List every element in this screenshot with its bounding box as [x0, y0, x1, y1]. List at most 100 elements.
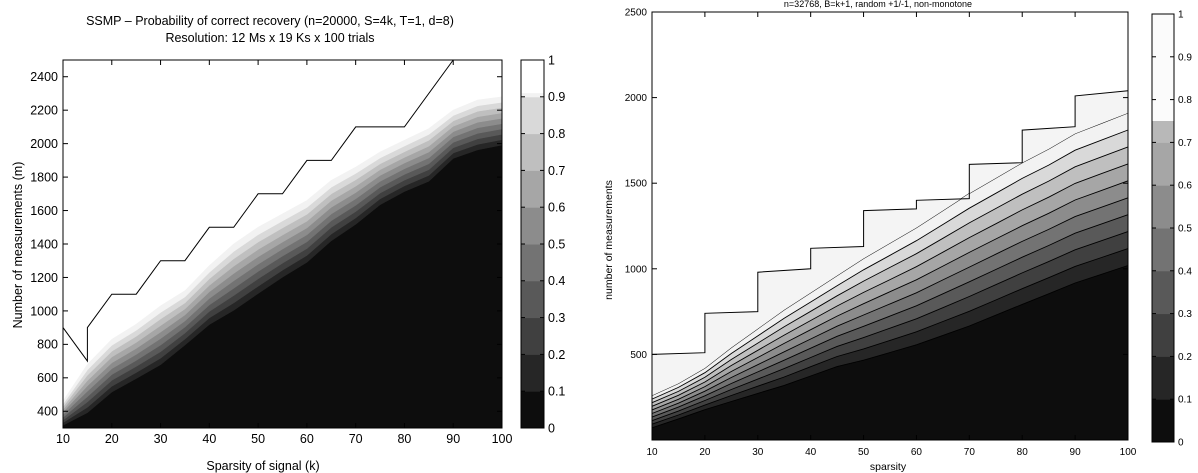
right-colorbar: 0 0.1 0.2 0.3 0.4 0.5 0.6 0.7 0.8 0.9 1 — [1151, 10, 1192, 449]
right-contour-line-9 — [651, 129, 1129, 400]
right-chart: n=32768, B=k+1, random +1/-1, non-monoto… — [603, 0, 1192, 473]
left-colorbar-segment — [521, 170, 544, 208]
right-y-tick-label: 1000 — [625, 264, 648, 275]
left-y-tick-label: 2400 — [30, 70, 58, 84]
left-x-tick-label: 70 — [349, 432, 363, 446]
left-colorbar-tick-label: 0.4 — [548, 274, 565, 288]
right-x-tick-label: 50 — [858, 447, 870, 458]
left-x-ticks: 10 20 30 40 50 60 70 80 90 100 — [56, 60, 512, 446]
right-chart-title: n=32768, B=k+1, random +1/-1, non-monoto… — [784, 0, 972, 9]
right-colorbar-tick-label: 0 — [1178, 438, 1184, 449]
right-colorbar-tick-label: 0.1 — [1178, 395, 1192, 406]
left-colorbar-segment — [521, 280, 544, 319]
left-x-tick-label: 90 — [446, 432, 460, 446]
right-x-tick-label: 40 — [805, 447, 817, 458]
left-colorbar-segment — [521, 133, 544, 171]
left-x-tick-label: 30 — [154, 432, 168, 446]
left-outer-contour — [62, 59, 454, 363]
left-y-axis-label: Number of measurements (m) — [11, 162, 25, 329]
right-y-tick-label: 2500 — [625, 8, 648, 19]
left-y-ticks: 400 600 800 1000 1200 1400 1600 1800 2000 2200 240… — [30, 70, 502, 419]
right-x-ticks: 10 20 30 40 50 60 70 80 90 100 — [646, 12, 1137, 458]
right-x-tick-label: 20 — [699, 447, 711, 458]
right-colorbar-tick-label: 1 — [1178, 10, 1184, 21]
right-colorbar-segment — [1152, 185, 1174, 229]
left-colorbar: 0 0.1 0.2 0.3 0.4 0.5 0.6 0.7 0.8 0.9 1 — [520, 53, 565, 435]
left-y-tick-label: 1400 — [30, 237, 58, 251]
right-y-tick-label: 2000 — [625, 93, 648, 104]
left-colorbar-segment-top — [521, 60, 544, 94]
left-y-tick-label: 2000 — [30, 137, 58, 151]
left-colorbar-tick-label: 0.1 — [548, 385, 565, 399]
left-x-tick-label: 80 — [397, 432, 411, 446]
left-chart-subtitle: Resolution: 12 Ms x 19 Ks x 100 trials — [165, 31, 374, 45]
left-colorbar-tick-label: 0.3 — [548, 311, 565, 325]
left-colorbar-tick-label: 0.9 — [548, 90, 565, 104]
right-contour-line-8 — [651, 146, 1129, 404]
right-x-tick-label: 100 — [1120, 447, 1137, 458]
left-colorbar-segment — [521, 96, 544, 135]
left-x-axis-label: Sparsity of signal (k) — [206, 459, 319, 473]
left-y-tick-label: 1800 — [30, 170, 58, 184]
right-colorbar-tick-label: 0.4 — [1178, 266, 1192, 277]
left-colorbar-segment — [521, 354, 544, 392]
right-contour-line-5 — [651, 197, 1129, 414]
right-colorbar-segment — [1152, 228, 1174, 272]
right-contour-line-3 — [651, 231, 1129, 422]
left-colorbar-tick-label: 0.6 — [548, 201, 565, 215]
left-colorbar-segment — [521, 391, 544, 429]
left-colorbar-tick-label: 0.2 — [548, 348, 565, 362]
right-colorbar-segment — [1152, 313, 1174, 357]
right-plot-area — [651, 11, 1129, 441]
right-contour-line-4 — [651, 214, 1129, 418]
left-y-tick-label: 400 — [37, 405, 58, 419]
right-contour-line-6 — [651, 180, 1129, 411]
right-x-axis-label: sparsity — [870, 461, 907, 473]
left-x-tick-label: 20 — [105, 432, 119, 446]
right-x-tick-label: 80 — [1017, 447, 1029, 458]
right-colorbar-tick-label: 0.2 — [1178, 352, 1192, 363]
left-x-tick-label: 100 — [492, 432, 513, 446]
right-colorbar-tick-label: 0.9 — [1178, 52, 1192, 63]
left-chart: SSMP – Probability of correct recovery (… — [11, 14, 565, 473]
right-colorbar-segment-top — [1152, 14, 1174, 121]
right-x-tick-label: 30 — [752, 447, 764, 458]
right-colorbar-segment — [1152, 399, 1174, 443]
left-colorbar-tick-label: 0 — [548, 421, 555, 435]
left-colorbar-tick-label: 1 — [548, 53, 555, 67]
right-x-tick-label: 10 — [646, 447, 658, 458]
right-colorbar-segment — [1152, 142, 1174, 186]
right-x-tick-label: 90 — [1070, 447, 1082, 458]
left-colorbar-segment — [521, 317, 544, 355]
right-colorbar-segment — [1152, 270, 1174, 315]
left-x-tick-label: 40 — [202, 432, 216, 446]
left-y-tick-label: 1600 — [30, 204, 58, 218]
left-plot-area — [62, 59, 503, 429]
right-y-ticks: 500 1000 1500 2000 2500 — [625, 8, 1128, 361]
right-axes-frame — [651, 11, 1129, 441]
left-y-tick-label: 800 — [37, 338, 58, 352]
right-x-tick-label: 60 — [911, 447, 923, 458]
left-y-tick-label: 2200 — [30, 104, 58, 118]
right-colorbar-tick-label: 0.8 — [1178, 95, 1192, 106]
right-contour-line-7 — [651, 163, 1129, 407]
right-y-tick-label: 500 — [630, 350, 647, 361]
left-chart-title: SSMP – Probability of correct recovery (… — [86, 14, 454, 28]
left-colorbar-tick-label: 0.5 — [548, 237, 565, 251]
left-x-tick-label: 60 — [300, 432, 314, 446]
right-y-tick-label: 1500 — [625, 179, 648, 190]
left-y-tick-label: 1200 — [30, 271, 58, 285]
left-y-tick-label: 1000 — [30, 304, 58, 318]
left-colorbar-tick-label: 0.8 — [548, 127, 565, 141]
right-x-tick-label: 70 — [964, 447, 976, 458]
right-outer-contour — [651, 90, 1129, 355]
left-y-tick-label: 600 — [37, 371, 58, 385]
right-colorbar-segment — [1152, 356, 1174, 400]
right-y-axis-label: number of measurements — [603, 180, 615, 300]
right-contour-line-2 — [651, 248, 1129, 425]
right-contour-line-1 — [651, 265, 1129, 429]
left-colorbar-tick-label: 0.7 — [548, 164, 565, 178]
left-colorbar-segment — [521, 207, 544, 245]
right-high-probability-region — [652, 90, 1128, 396]
